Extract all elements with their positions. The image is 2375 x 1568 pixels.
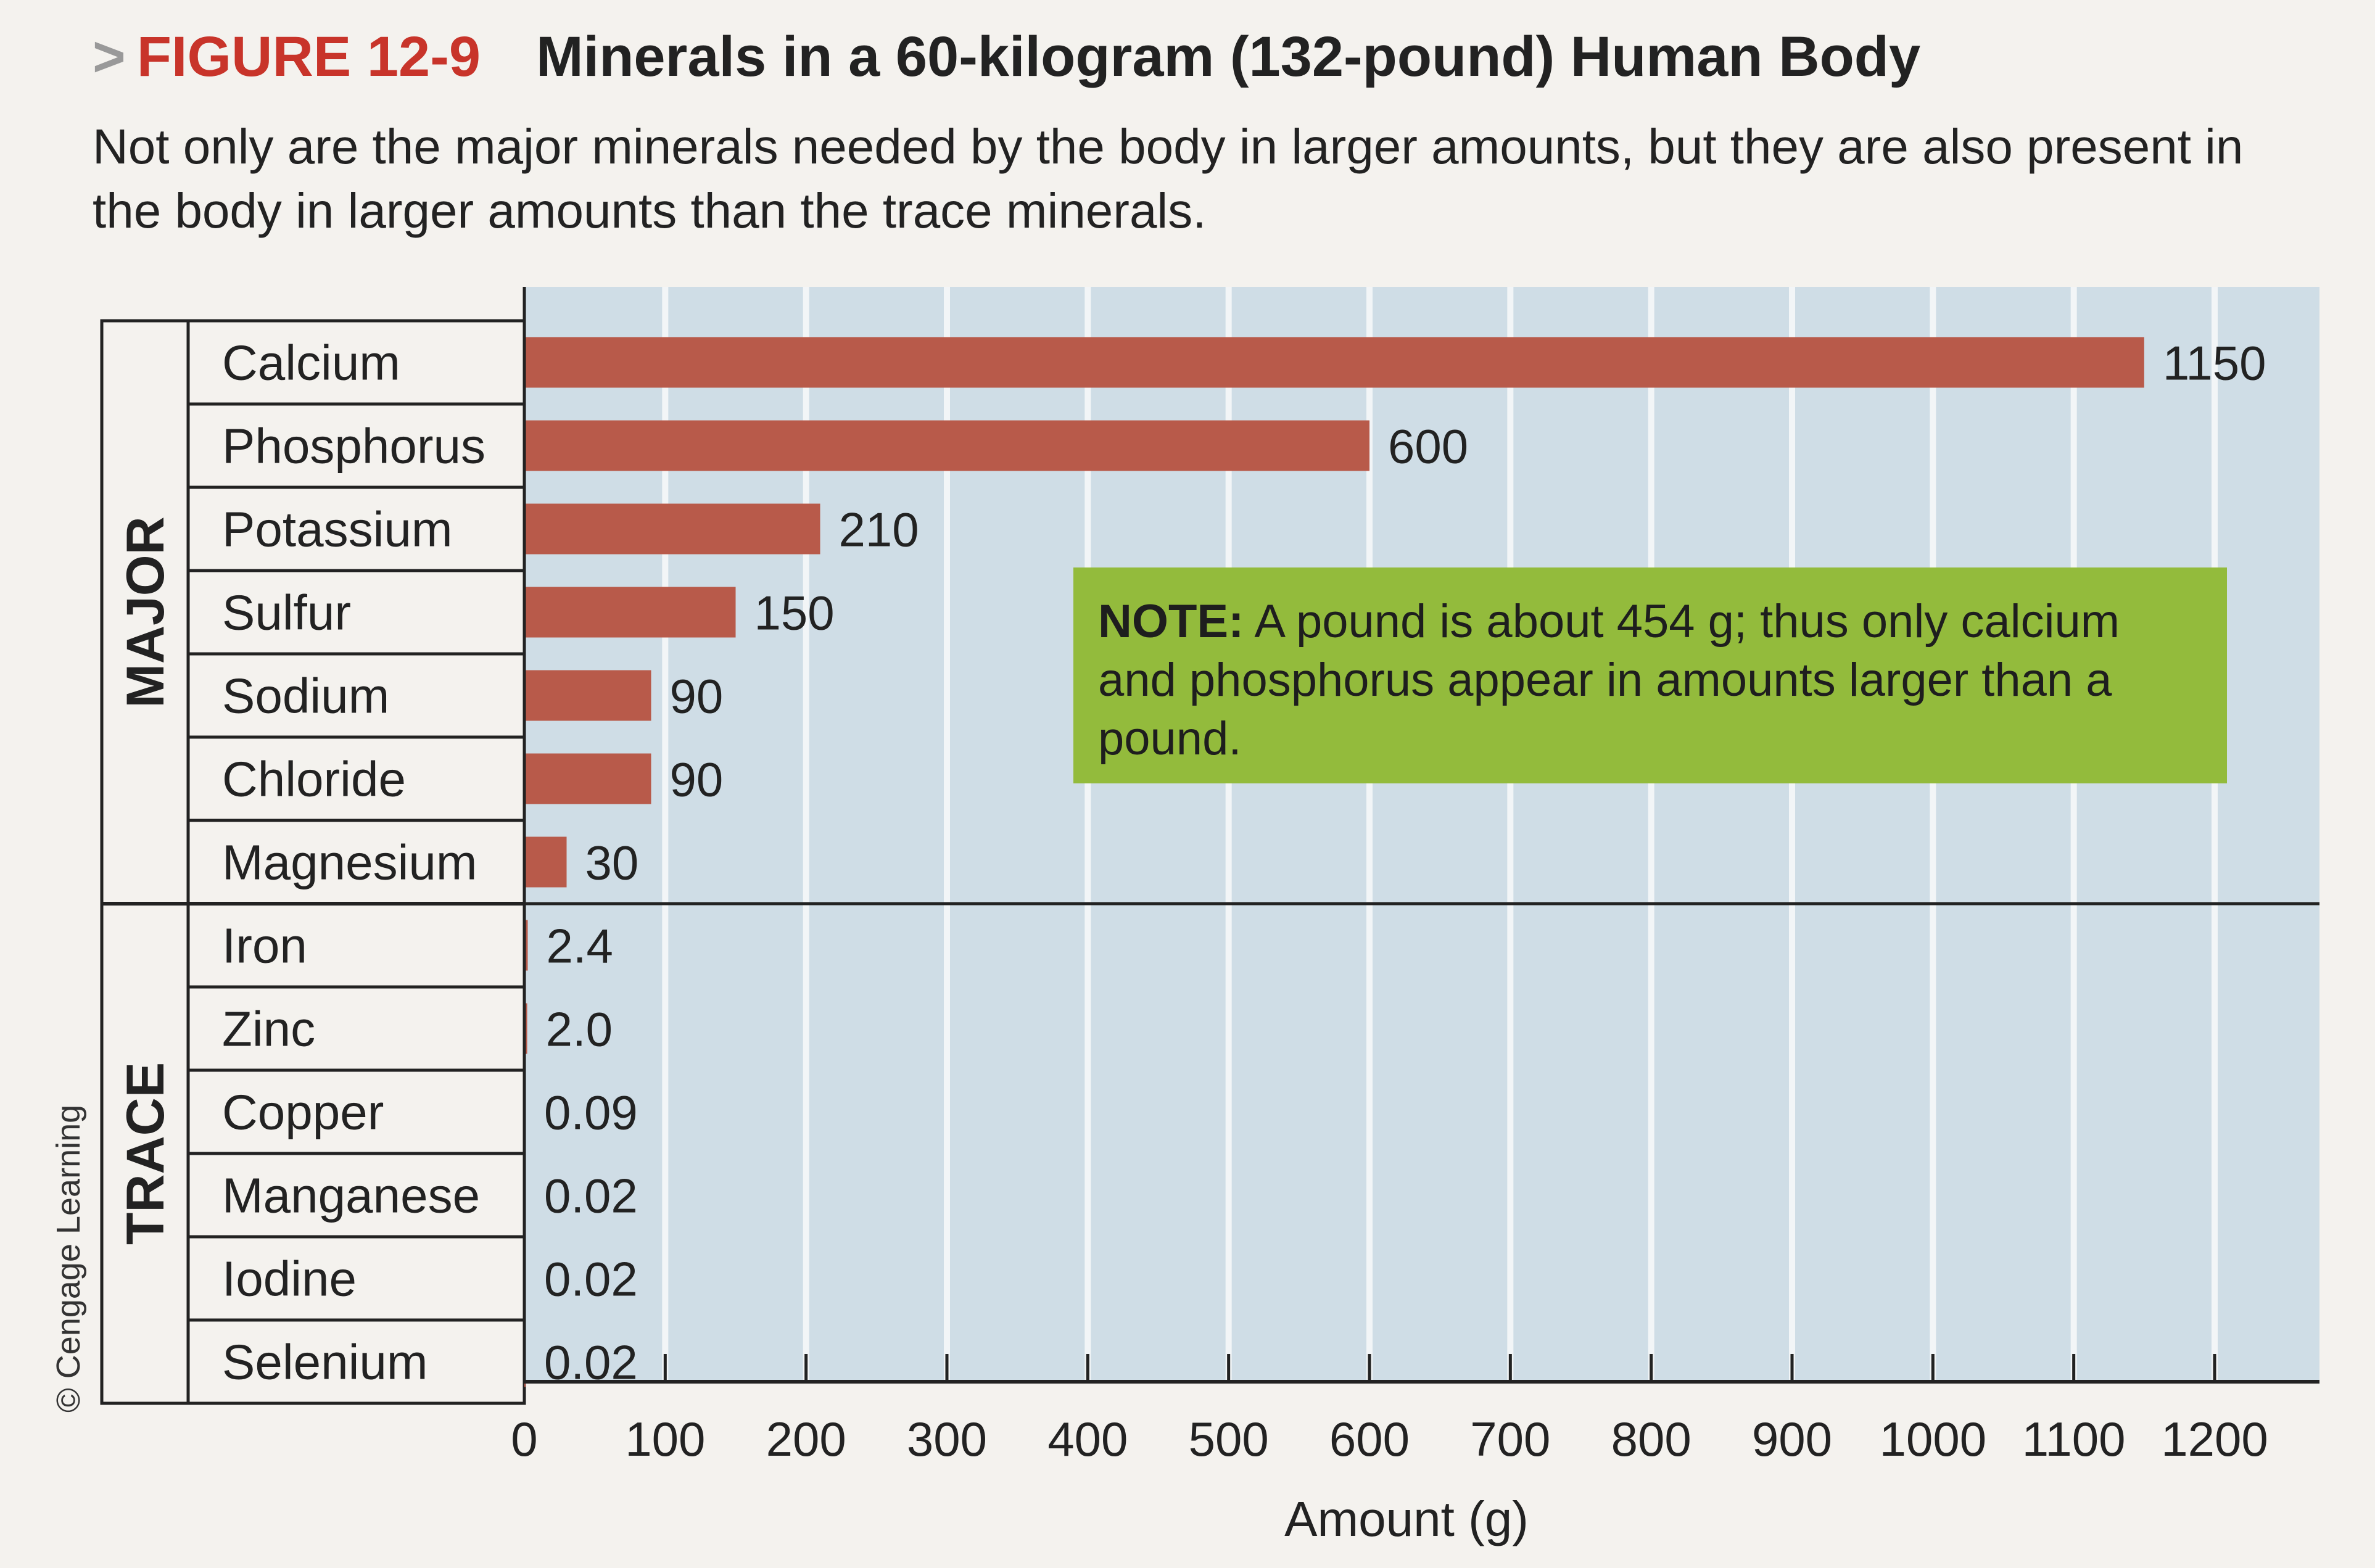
category-label: Manganese xyxy=(222,1168,480,1223)
group-label-major: MAJOR xyxy=(116,516,175,708)
value-label: 30 xyxy=(585,836,639,890)
category-label: Magnesium xyxy=(222,835,477,890)
group-label-trace: TRACE xyxy=(116,1062,175,1245)
x-tick-label: 1000 xyxy=(1880,1412,1987,1466)
bar-potassium xyxy=(524,503,820,555)
note-body: A pound is about 454 g; thus only calciu… xyxy=(1098,595,2120,765)
x-tick-label: 200 xyxy=(766,1412,846,1466)
copyright-credit: © Cengage Learning xyxy=(50,1104,87,1413)
x-tick-label: 600 xyxy=(1329,1412,1410,1466)
category-label: Iodine xyxy=(222,1252,357,1306)
arrow-icon: > xyxy=(93,25,126,88)
category-label: Sulfur xyxy=(222,585,351,640)
bar-calcium xyxy=(524,337,2144,388)
x-tick-label: 900 xyxy=(1752,1412,1832,1466)
figure-header: > FIGURE 12-9 Minerals in a 60-kilogram (1… xyxy=(93,25,2252,243)
x-tick-label: 400 xyxy=(1047,1412,1128,1466)
category-label: Zinc xyxy=(222,1002,315,1057)
value-label: 600 xyxy=(1388,419,1468,474)
x-tick-label: 0 xyxy=(511,1412,537,1466)
bar-sulfur xyxy=(524,587,736,638)
x-tick-label: 1100 xyxy=(2022,1412,2126,1466)
bar-phosphorus xyxy=(524,420,1369,471)
bar-magnesium xyxy=(524,836,567,888)
category-label: Chloride xyxy=(222,752,406,807)
x-tick-label: 1200 xyxy=(2161,1412,2268,1466)
bar-iron xyxy=(524,920,528,971)
bar-sodium xyxy=(524,670,651,721)
value-label: 1150 xyxy=(2163,336,2266,390)
bar-chloride xyxy=(524,753,651,804)
value-label: 2.0 xyxy=(546,1002,613,1057)
category-label: Potassium xyxy=(222,502,452,557)
x-tick-label: 800 xyxy=(1611,1412,1691,1466)
figure-caption: Not only are the major minerals needed b… xyxy=(93,118,2244,238)
category-label: Phosphorus xyxy=(222,419,485,474)
x-tick-label: 700 xyxy=(1470,1412,1550,1466)
value-label: 90 xyxy=(670,669,724,724)
value-label: 0.09 xyxy=(544,1086,638,1140)
value-label: 0.02 xyxy=(544,1252,638,1306)
note-label: NOTE: xyxy=(1098,595,1244,648)
x-tick-label: 500 xyxy=(1189,1412,1269,1466)
x-tick-label: 300 xyxy=(907,1412,987,1466)
x-tick-label: 100 xyxy=(625,1412,705,1466)
figure-title: Minerals in a 60-kilogram (132-pound) Hu… xyxy=(536,25,1921,88)
category-label: Sodium xyxy=(222,669,389,724)
category-table xyxy=(100,319,526,1405)
value-label: 0.02 xyxy=(544,1169,638,1223)
value-label: 210 xyxy=(839,503,919,557)
note-box: NOTE: A pound is about 454 g; thus only … xyxy=(1073,567,2227,783)
figure-number: FIGURE 12-9 xyxy=(136,25,481,88)
category-label: Copper xyxy=(222,1085,384,1140)
value-label: 90 xyxy=(670,753,724,807)
category-label: Iron xyxy=(222,918,307,973)
x-axis-label: Amount (g) xyxy=(1284,1492,1529,1546)
category-label: Selenium xyxy=(222,1335,428,1390)
value-label: 2.4 xyxy=(546,919,613,973)
note-text: NOTE: A pound is about 454 g; thus only … xyxy=(1098,592,2202,768)
value-label: 150 xyxy=(754,586,835,640)
category-label: Calcium xyxy=(222,336,400,390)
figure-title-line: > FIGURE 12-9 Minerals in a 60-kilogram (1… xyxy=(93,25,2252,90)
